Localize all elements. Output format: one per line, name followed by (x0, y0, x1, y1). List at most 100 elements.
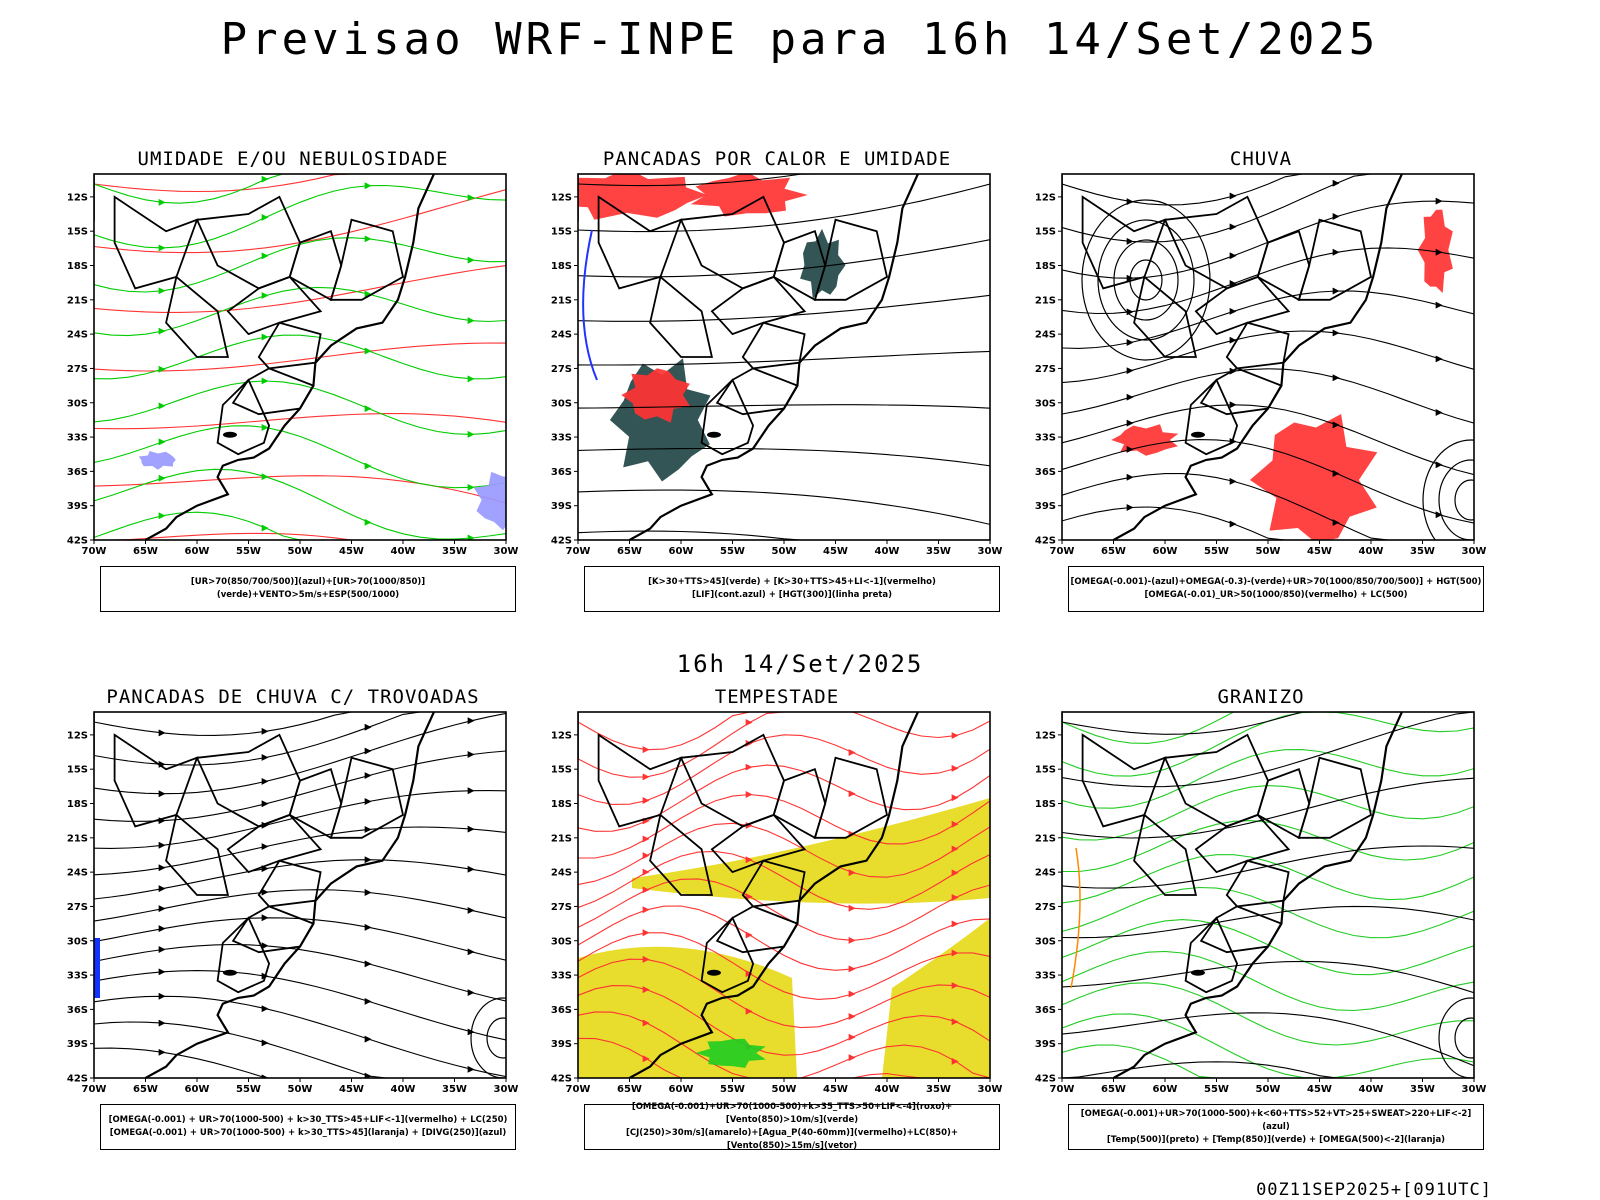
pressure-contour (1454, 479, 1474, 521)
lat-tick-label: 15S (67, 765, 88, 776)
flow-arrow (261, 524, 269, 532)
lat-tick-label: 39S (1035, 1039, 1056, 1050)
lon-tick-label: 60W (185, 1084, 210, 1095)
flow-arrow (745, 931, 753, 939)
flow-arrow (467, 948, 475, 956)
panel-legend: [OMEGA(-0.001)-(azul)+OMEGA(-0.3)-(verde… (1068, 566, 1484, 612)
flow-arrow (848, 1054, 856, 1061)
lagoon (1190, 431, 1205, 438)
flow-arrow (467, 431, 475, 438)
flow-arrow (158, 905, 166, 913)
flow-arrow (1229, 280, 1237, 287)
flow-arrow (364, 772, 372, 779)
state-border (165, 813, 230, 896)
temp500-contour (1438, 997, 1474, 1078)
flow-arrow (364, 182, 372, 190)
flow-arrow (1332, 329, 1340, 337)
flow-arrow (642, 868, 650, 876)
flow-arrow (158, 512, 166, 520)
state-border (700, 378, 755, 456)
pressure-contour (470, 997, 506, 1078)
lon-tick-label: 70W (82, 546, 107, 557)
lon-tick-label: 70W (566, 1084, 591, 1095)
lat-tick-label: 33S (67, 971, 88, 982)
lat-tick-label: 42S (1035, 536, 1056, 547)
legend-line: [Temp(500)](preto) + [Temp(850)](verde) … (1106, 1134, 1446, 1145)
political-borders (578, 712, 919, 1078)
map-layers (94, 174, 506, 540)
map-layers (578, 712, 990, 1078)
lat-tick-label: 36S (551, 467, 572, 478)
flow-arrow (1332, 470, 1340, 477)
flow-arrow (1229, 192, 1237, 200)
flow-arrow (467, 751, 475, 758)
lat-tick-label: 15S (551, 765, 572, 776)
flow-arrow (642, 1055, 650, 1063)
legend-line: [K>30+TTS>45](verde) + [K>30+TTS>45+LI<-… (648, 577, 936, 587)
flow-arrow (261, 1039, 269, 1047)
lat-tick-label: 39S (551, 1039, 572, 1050)
temp850-contour (1062, 1044, 1474, 1078)
flow-arrow (158, 438, 166, 446)
temp500-contour (1454, 1017, 1474, 1059)
flow-arrow (642, 773, 650, 781)
lon-tick-label: 50W (1256, 1084, 1281, 1095)
lat-tick-label: 21S (551, 833, 572, 844)
lat-tick-label: 12S (67, 730, 88, 741)
state-border (1081, 195, 1167, 290)
flow-arrow (364, 747, 372, 755)
lon-tick-label: 60W (1153, 1084, 1178, 1095)
lat-tick-label: 27S (551, 364, 572, 375)
state-border (257, 321, 322, 370)
lat-tick-label: 24S (1035, 330, 1056, 341)
lon-tick-label: 30W (978, 1084, 1003, 1095)
lon-tick-label: 40W (391, 546, 416, 557)
instability-shading (578, 174, 708, 220)
wind-streamline (578, 734, 990, 805)
lat-tick-label: 15S (1035, 227, 1056, 238)
temp850-contour (1062, 886, 1474, 939)
lon-tick-label: 40W (875, 1084, 900, 1095)
flow-arrow (951, 949, 959, 957)
flow-arrow (261, 727, 269, 735)
wind-streamline (578, 712, 990, 751)
flow-arrow (951, 794, 959, 802)
lagoon (706, 431, 721, 438)
flow-arrow (467, 483, 475, 491)
humidity-contour (94, 511, 506, 540)
flow-arrow (364, 798, 372, 805)
panel-legend: [OMEGA(-0.001)+UR>70(1000-500)+k<60+TTS>… (1068, 1104, 1484, 1150)
flow-arrow (364, 518, 372, 526)
humidity-shading (138, 451, 176, 470)
temp850-contour (1062, 950, 1474, 1012)
flow-arrow (158, 402, 166, 410)
flow-arrow (158, 199, 166, 206)
lon-tick-label: 35W (1410, 1084, 1435, 1095)
lon-tick-label: 70W (82, 1084, 107, 1095)
flow-arrow (1332, 213, 1340, 220)
flow-arrow (364, 923, 372, 931)
flow-arrow (261, 942, 269, 950)
state-border (741, 321, 806, 370)
state-border (679, 733, 785, 828)
lon-tick-label: 45W (339, 546, 364, 557)
flow-arrow (364, 1035, 372, 1043)
lat-tick-label: 30S (67, 398, 88, 409)
lat-tick-label: 42S (551, 1074, 572, 1085)
flow-arrow (1229, 252, 1237, 260)
flow-arrow (261, 292, 269, 299)
lon-tick-label: 45W (823, 1084, 848, 1095)
flow-arrow (261, 778, 269, 785)
state-border (113, 733, 199, 828)
political-borders (94, 174, 435, 540)
state-border (195, 733, 301, 828)
temp850-contour (1062, 785, 1474, 841)
flow-arrow (1332, 248, 1340, 256)
flow-arrow (642, 1019, 650, 1027)
flow-arrow (745, 856, 753, 864)
lat-tick-label: 42S (67, 536, 88, 547)
flow-arrow (1126, 393, 1134, 401)
flow-arrow (261, 843, 269, 850)
flow-arrow (158, 790, 166, 798)
